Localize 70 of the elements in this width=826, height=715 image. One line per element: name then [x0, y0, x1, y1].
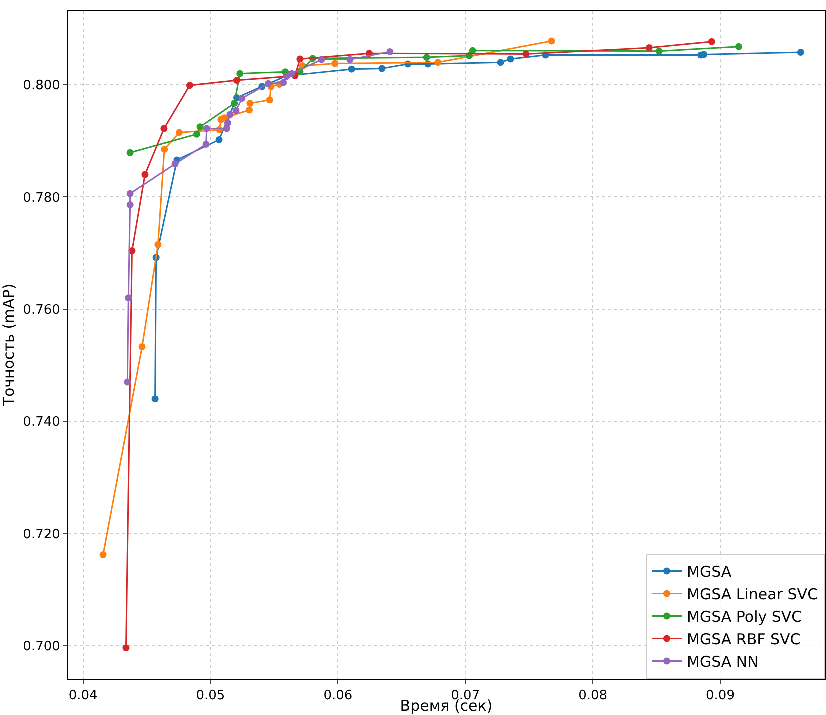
- point: [318, 56, 326, 64]
- point: [176, 129, 184, 136]
- point: [221, 114, 228, 122]
- point: [202, 140, 210, 148]
- point: [122, 644, 130, 652]
- point: [161, 146, 168, 154]
- point: [233, 77, 240, 84]
- x-tick-label: 0.05: [196, 688, 226, 704]
- point: [126, 202, 134, 209]
- point: [378, 65, 386, 72]
- point: [797, 49, 804, 56]
- point: [193, 130, 200, 138]
- point: [226, 111, 234, 118]
- point: [246, 100, 254, 108]
- point: [124, 378, 132, 386]
- point: [186, 82, 194, 90]
- legend-label: MGSA Poly SVC: [687, 608, 802, 626]
- point: [125, 294, 132, 302]
- point: [423, 54, 430, 62]
- point: [280, 79, 287, 86]
- point: [434, 59, 442, 66]
- legend-label: MGSA: [687, 563, 732, 582]
- y-tick-label: 0.700: [23, 639, 60, 654]
- point: [142, 171, 149, 178]
- point: [507, 56, 514, 63]
- y-axis-title: Точность (mAP): [0, 284, 18, 408]
- point: [152, 396, 159, 403]
- point: [236, 70, 244, 78]
- point: [522, 50, 530, 58]
- point: [386, 48, 394, 56]
- point: [708, 38, 716, 46]
- point: [126, 149, 134, 156]
- point: [246, 106, 253, 114]
- point: [100, 552, 107, 559]
- point: [138, 343, 146, 350]
- point: [264, 80, 272, 88]
- y-tick-label: 0.740: [23, 415, 60, 430]
- legend-label: MGSA RBF SVC: [687, 630, 801, 649]
- point: [196, 124, 204, 131]
- point: [216, 136, 223, 144]
- point: [288, 70, 296, 78]
- x-tick-label: 0.06: [324, 688, 353, 704]
- point: [203, 125, 210, 132]
- x-tick-label: 0.08: [578, 688, 608, 704]
- y-tick-label: 0.780: [23, 190, 60, 206]
- point: [224, 120, 232, 127]
- point: [332, 60, 339, 68]
- point: [348, 66, 356, 73]
- y-tick-label: 0.800: [23, 78, 60, 94]
- point: [160, 125, 168, 132]
- point: [656, 48, 663, 55]
- point: [497, 59, 504, 66]
- point: [231, 100, 238, 108]
- point: [238, 95, 246, 102]
- legend-label: MGSA NN: [687, 653, 759, 672]
- point: [154, 241, 162, 248]
- point: [266, 96, 274, 104]
- point: [346, 56, 354, 64]
- point: [126, 190, 134, 198]
- y-tick-label: 0.720: [23, 527, 60, 542]
- point: [172, 160, 179, 168]
- point: [646, 44, 653, 52]
- point: [735, 43, 742, 50]
- point: [548, 38, 556, 45]
- point: [296, 56, 304, 63]
- x-tick-label: 0.09: [706, 688, 735, 704]
- point: [232, 107, 240, 114]
- x-tick-label: 0.04: [68, 688, 98, 704]
- legend-label: MGSA Linear SVC: [687, 586, 818, 604]
- y-tick-label: 0.760: [23, 302, 60, 318]
